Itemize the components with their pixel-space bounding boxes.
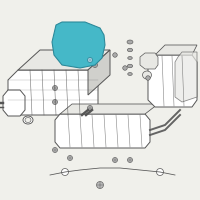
Ellipse shape: [88, 106, 92, 110]
Circle shape: [156, 168, 164, 176]
Polygon shape: [55, 114, 150, 148]
Ellipse shape: [128, 72, 132, 75]
Ellipse shape: [127, 40, 133, 44]
Circle shape: [62, 168, 68, 176]
Ellipse shape: [52, 86, 58, 90]
Polygon shape: [148, 55, 197, 107]
Ellipse shape: [127, 48, 133, 52]
Polygon shape: [18, 50, 110, 70]
Ellipse shape: [113, 53, 117, 57]
Ellipse shape: [68, 156, 72, 160]
Ellipse shape: [127, 64, 133, 68]
Ellipse shape: [128, 158, 132, 162]
Ellipse shape: [128, 56, 132, 60]
Polygon shape: [60, 104, 158, 114]
Polygon shape: [52, 22, 105, 68]
Ellipse shape: [112, 158, 118, 162]
Ellipse shape: [92, 62, 98, 68]
Polygon shape: [175, 52, 197, 102]
Ellipse shape: [88, 58, 92, 62]
Polygon shape: [8, 70, 98, 115]
Ellipse shape: [123, 66, 127, 70]
Polygon shape: [155, 45, 197, 55]
Ellipse shape: [146, 76, 150, 80]
Ellipse shape: [25, 117, 31, 122]
Polygon shape: [140, 53, 158, 69]
Polygon shape: [3, 90, 25, 116]
Ellipse shape: [23, 116, 33, 124]
Ellipse shape: [52, 148, 58, 152]
Polygon shape: [88, 50, 110, 95]
Ellipse shape: [142, 71, 152, 79]
Ellipse shape: [52, 99, 58, 104]
Ellipse shape: [96, 182, 104, 188]
